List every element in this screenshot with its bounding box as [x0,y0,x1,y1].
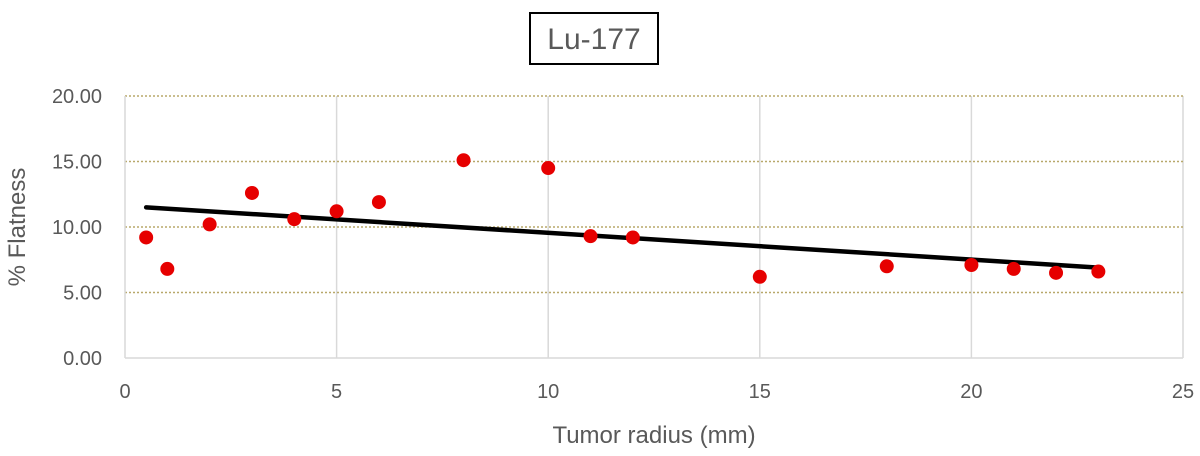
data-point [1091,264,1106,279]
y-tick-label: 10.00 [52,217,102,239]
data-point [1006,261,1021,276]
data-points [139,153,1106,284]
chart-title-box: Lu-177 [529,12,659,65]
data-point [879,259,894,274]
data-point [541,161,556,176]
data-point [625,230,640,245]
x-tick-label: 10 [537,381,559,403]
data-point [1049,265,1064,280]
data-point [456,153,471,168]
data-point [371,195,386,210]
y-tick-label: 15.00 [52,152,102,174]
x-tick-label: 20 [960,381,982,403]
y-tick-labels: 0.00 5.00 10.00 15.00 20.00 [52,86,102,370]
x-tick-label: 5 [331,381,342,403]
axes [124,96,1183,359]
x-tick-label: 25 [1172,381,1194,403]
y-tick-label: 5.00 [63,283,102,305]
chart-title: Lu-177 [547,23,640,56]
x-tick-labels: 0 5 10 15 20 25 [119,381,1194,403]
grid-lines [125,95,1184,358]
x-tick-label: 0 [119,381,130,403]
data-point [964,257,979,272]
data-point [329,204,344,219]
data-point [202,217,217,232]
data-point [583,229,598,244]
y-tick-label: 20.00 [52,86,102,108]
x-axis-label: Tumor radius (mm) [552,422,755,449]
x-tick-label: 15 [749,381,771,403]
data-point [139,230,154,245]
y-tick-label: 0.00 [63,348,102,370]
data-point [287,212,302,227]
chart-title-border [529,12,659,65]
trendline-layer [143,205,1101,270]
y-axis-label: % Flatness [4,168,31,287]
linear-trendline [143,205,1101,270]
data-point [160,261,175,276]
data-point [244,185,259,200]
data-point [752,269,767,284]
